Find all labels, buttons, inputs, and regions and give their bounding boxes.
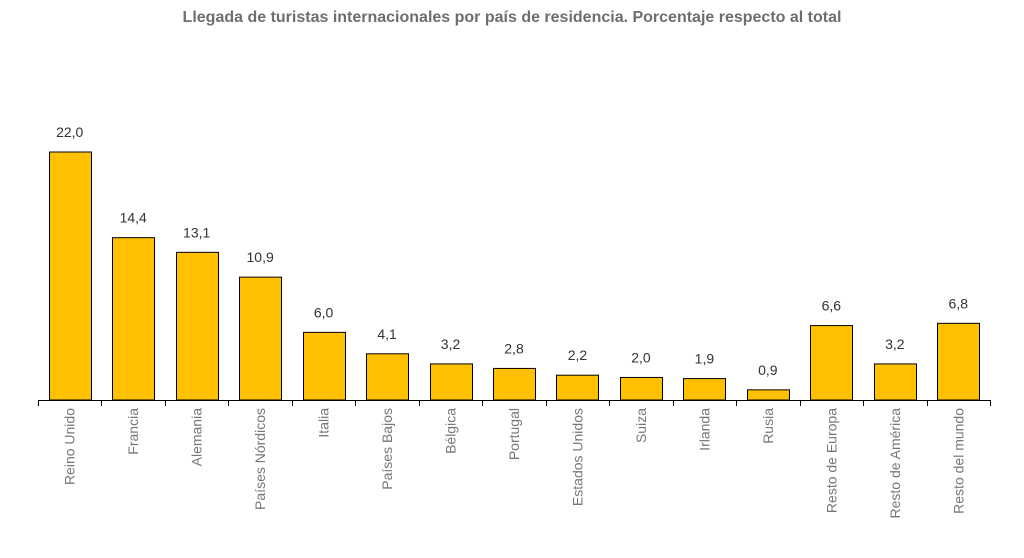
data-label: 13,1 [183, 224, 210, 240]
bar [937, 322, 980, 401]
data-label: 2,0 [631, 349, 651, 365]
data-label: 22,0 [56, 124, 83, 140]
chart-title: Llegada de turistas internacionales por … [182, 9, 842, 26]
bars-layer [49, 151, 980, 401]
data-label: 4,1 [377, 326, 397, 342]
data-label: 6,8 [949, 295, 969, 311]
category-label: Países Nórdicos [252, 408, 268, 510]
category-label: Italia [316, 408, 332, 438]
bar [303, 331, 346, 401]
category-label: Resto de Europa [823, 408, 839, 513]
category-label: Irlanda [696, 408, 712, 451]
category-label: Reino Unido [62, 408, 78, 485]
bar [556, 374, 599, 401]
data-label: 10,9 [247, 249, 274, 265]
category-labels-layer: Reino Unido Francia Alemania Países Nórdico… [62, 408, 967, 519]
data-label: 14,4 [120, 210, 147, 226]
category-label: Bélgica [443, 408, 459, 454]
bar [239, 276, 282, 401]
bar [747, 389, 790, 401]
data-label: 0,9 [758, 362, 778, 378]
category-label: Suiza [633, 408, 649, 443]
bar [874, 363, 917, 401]
data-label: 6,6 [822, 298, 842, 314]
data-labels-layer: 22,0 14,4 13,1 10,9 6,0 4,1 3,2 2,8 2,2 2,0 1,9 0,9… [56, 124, 968, 378]
category-label: Resto de América [887, 408, 903, 519]
category-label: Francia [125, 408, 141, 455]
data-label: 2,2 [568, 347, 588, 363]
bar [683, 378, 726, 401]
data-label: 3,2 [441, 336, 461, 352]
bar [49, 151, 92, 401]
category-label: Rusia [760, 408, 776, 444]
bar [620, 376, 663, 401]
category-label: Resto del mundo [950, 408, 966, 514]
x-axis-ticks [38, 400, 991, 406]
category-label: Portugal [506, 408, 522, 460]
category-label: Estados Unidos [569, 408, 585, 506]
bar [112, 237, 155, 401]
category-label: Países Bajos [379, 408, 395, 490]
bar [810, 325, 853, 401]
category-label: Alemania [189, 408, 205, 467]
bar [430, 363, 473, 401]
bar [493, 367, 536, 401]
bar [366, 353, 409, 401]
data-label: 6,0 [314, 304, 334, 320]
data-label: 1,9 [695, 351, 715, 367]
bar [176, 251, 219, 401]
data-label: 2,8 [504, 340, 524, 356]
data-label: 3,2 [885, 336, 905, 352]
